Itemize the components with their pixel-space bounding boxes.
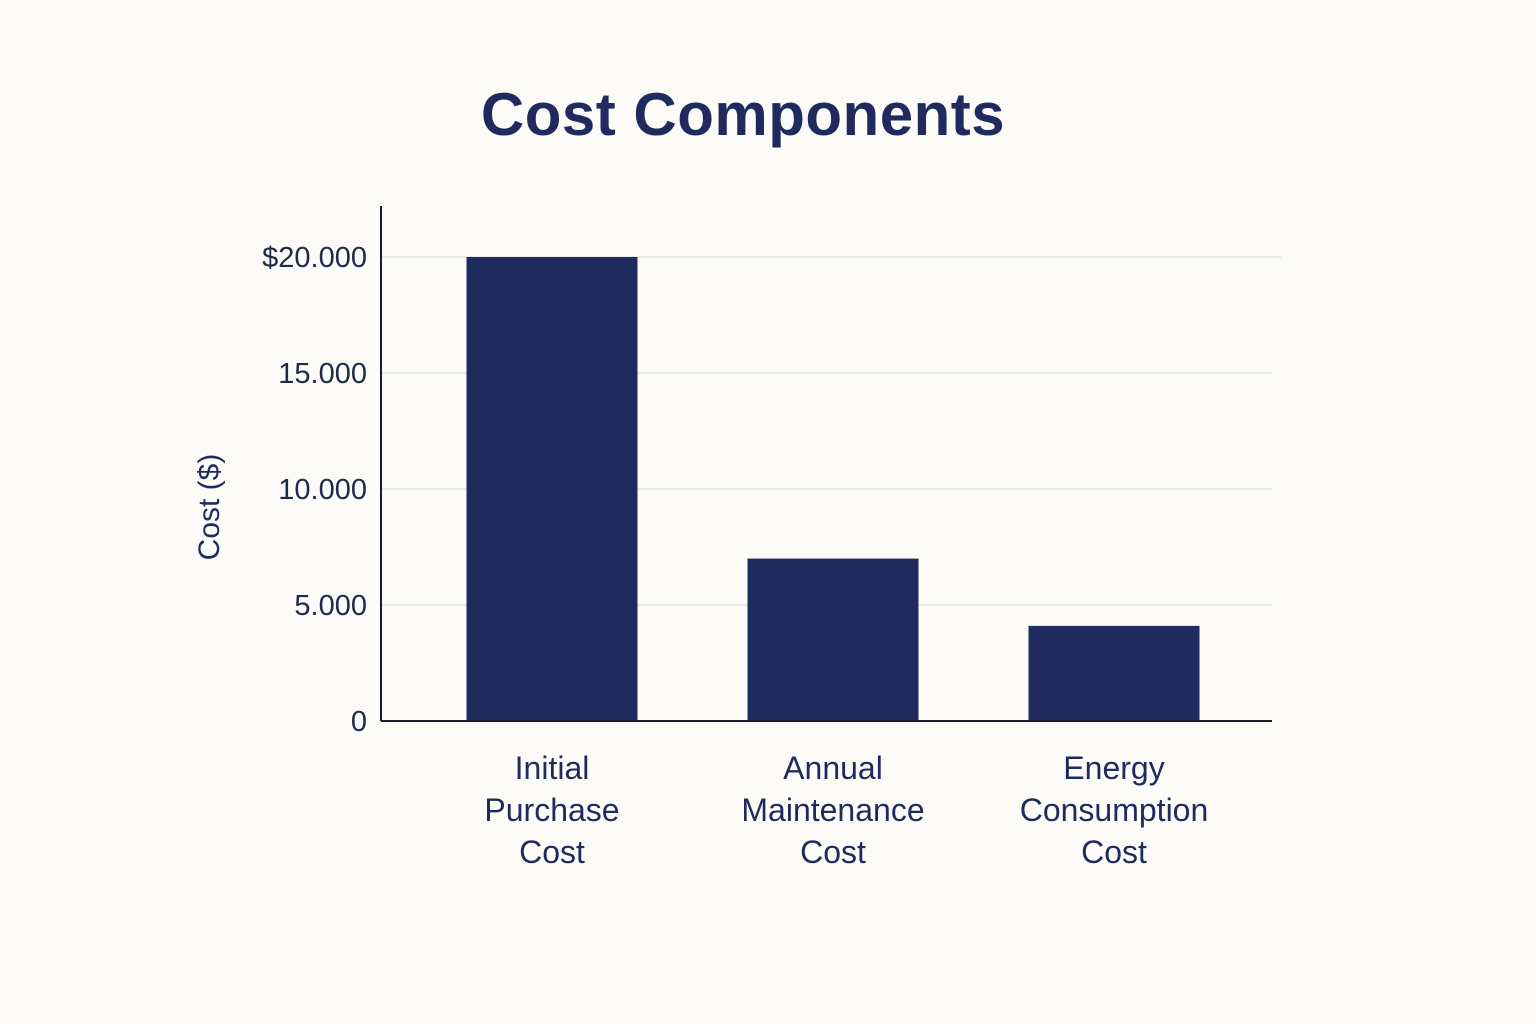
bar (466, 257, 638, 721)
x-category-label: Initial Purchase Cost (484, 750, 619, 870)
y-tick-labels: 0 5.000 10.000 15.000 $20.000 (262, 242, 367, 738)
bars (466, 257, 1200, 721)
y-tick-label: 10.000 (278, 474, 367, 506)
x-category-label-line: Initial (515, 750, 590, 786)
x-category-label-line: Energy (1063, 750, 1164, 786)
y-tick-label: 15.000 (278, 358, 367, 390)
x-category-label-line: Cost (1081, 834, 1147, 870)
x-category-label-line: Cost (519, 834, 585, 870)
x-category-labels: Initial Purchase Cost Annual Maintenance Cost… (484, 750, 1208, 870)
y-axis-title: Cost ($) (193, 454, 226, 561)
y-tick-label: 5.000 (294, 590, 367, 622)
x-category-label-line: Annual (783, 750, 883, 786)
axes (380, 206, 1272, 722)
x-category-label-line: Cost (800, 834, 866, 870)
chart-title: Cost Components (480, 81, 1006, 148)
x-category-label: Energy Consumption Cost (1020, 750, 1209, 870)
bar (747, 558, 919, 721)
x-category-label-line: Purchase (484, 792, 619, 828)
bar (1028, 625, 1200, 721)
y-tick-label: 0 (351, 706, 367, 738)
x-category-label-line: Consumption (1020, 792, 1209, 828)
x-category-label-line: Maintenance (741, 792, 924, 828)
y-tick-label: $20.000 (262, 242, 367, 274)
x-category-label: Annual Maintenance Cost (741, 750, 924, 870)
